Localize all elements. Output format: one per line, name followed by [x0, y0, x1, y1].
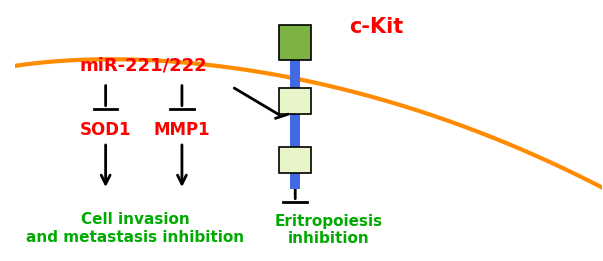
Bar	[291, 173, 300, 189]
Bar	[279, 25, 311, 60]
Bar	[279, 147, 311, 173]
Bar	[291, 114, 300, 147]
Text: Cell invasion
and metastasis inhibition: Cell invasion and metastasis inhibition	[26, 212, 244, 245]
Bar	[279, 88, 311, 114]
Text: c-Kit: c-Kit	[349, 17, 403, 37]
Bar	[291, 60, 300, 88]
Text: MMP1: MMP1	[154, 122, 210, 139]
Text: Eritropoiesis
inhibition: Eritropoiesis inhibition	[274, 214, 383, 246]
Text: miR-221/222: miR-221/222	[80, 57, 207, 75]
Text: SOD1: SOD1	[80, 122, 131, 139]
